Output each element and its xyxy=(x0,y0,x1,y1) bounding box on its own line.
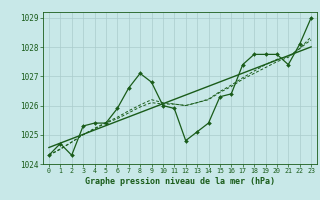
X-axis label: Graphe pression niveau de la mer (hPa): Graphe pression niveau de la mer (hPa) xyxy=(85,177,275,186)
